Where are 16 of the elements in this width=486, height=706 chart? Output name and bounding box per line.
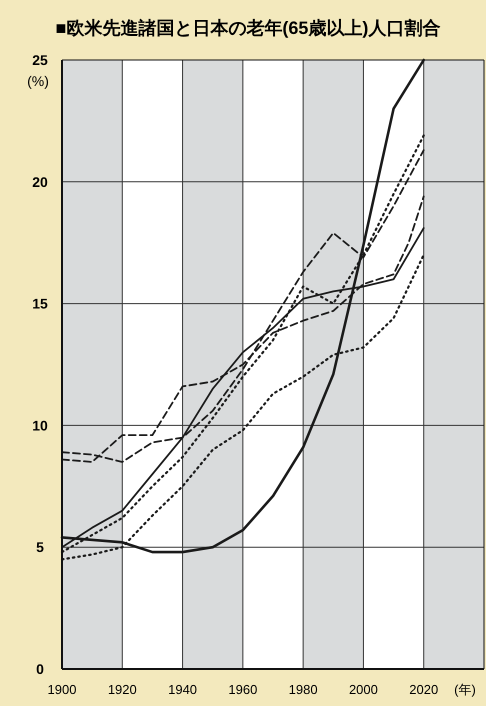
x-tick-label: 1920 bbox=[108, 682, 137, 697]
x-tick-label: 1960 bbox=[228, 682, 258, 697]
y-tick-label: 20 bbox=[32, 174, 48, 190]
x-tick-label: 1980 bbox=[288, 682, 318, 697]
chart-title: ■欧米先進諸国と日本の老年(65歳以上)人口割合 bbox=[56, 18, 440, 38]
y-tick-label: 25 bbox=[32, 52, 48, 68]
x-tick-label: 2000 bbox=[348, 682, 378, 697]
y-axis-title: (%) bbox=[27, 73, 49, 89]
x-axis-title: (年) bbox=[454, 682, 476, 697]
x-tick-label: 2020 bbox=[409, 682, 438, 697]
x-tick-label: 1900 bbox=[48, 682, 76, 697]
x-tick-label: 1940 bbox=[168, 682, 198, 697]
y-tick-label: 0 bbox=[36, 661, 44, 677]
y-tick-label: 15 bbox=[32, 296, 48, 312]
y-tick-label: 10 bbox=[32, 417, 48, 434]
y-tick-label: 5 bbox=[36, 539, 44, 556]
